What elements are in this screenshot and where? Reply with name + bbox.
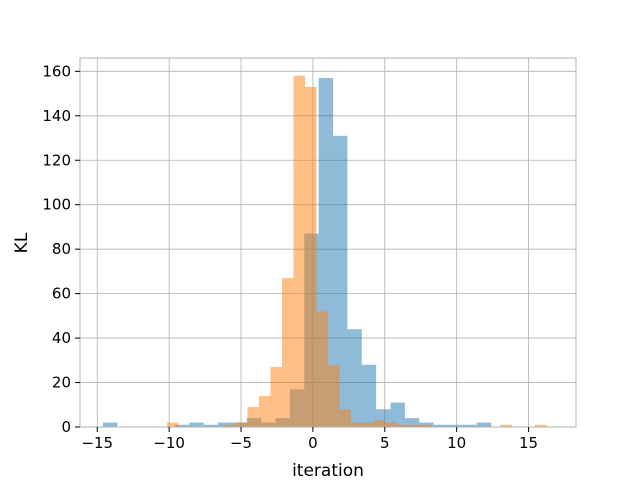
- histogram-bar-series-2: [408, 424, 421, 427]
- y-tick-label: 140: [42, 107, 71, 125]
- histogram-bar-series-2: [316, 311, 328, 427]
- y-tick-label: 80: [52, 240, 71, 258]
- histogram-bar-series-2: [258, 395, 271, 427]
- histogram-bar-series-2: [339, 409, 352, 427]
- histogram-bar-series-2: [385, 422, 398, 427]
- histogram-bar-series-2: [235, 422, 248, 427]
- histogram-bar-series-2: [535, 424, 547, 427]
- histogram-bar-series-1: [404, 418, 420, 427]
- histogram-bar-series-2: [270, 366, 282, 427]
- histogram-bars: [103, 75, 547, 428]
- y-tick-label: 120: [42, 151, 71, 169]
- x-tick-label: 10: [447, 434, 466, 452]
- histogram-bar-series-2: [281, 278, 294, 427]
- histogram-bar-series-2: [247, 406, 259, 427]
- y-tick-label: 40: [52, 329, 71, 347]
- histogram-bar-series-1: [174, 424, 190, 427]
- histogram-bar-series-2: [293, 75, 305, 427]
- histogram-bar-series-2: [328, 364, 340, 427]
- histogram-bar-series-2: [304, 86, 317, 428]
- x-tick-label: −5: [230, 434, 252, 452]
- histogram-bar-series-1: [361, 364, 377, 427]
- y-tick-label: 160: [42, 62, 71, 80]
- histogram-bar-series-1: [189, 422, 204, 427]
- x-tick-label: −15: [81, 434, 113, 452]
- y-axis-ticks: 0 20 40 60 80 100 120 140 160: [42, 62, 80, 436]
- histogram-bar-series-1: [476, 422, 492, 427]
- histogram-bar-series-2: [397, 424, 409, 427]
- x-tick-label: 5: [380, 434, 390, 452]
- y-tick-label: 0: [61, 418, 71, 436]
- x-tick-label: 0: [308, 434, 318, 452]
- histogram-bar-series-2: [351, 422, 363, 427]
- y-tick-label: 100: [42, 196, 71, 214]
- histogram-bar-series-1: [103, 422, 118, 427]
- x-axis-ticks: −15 −10 −5 0 5 10 15: [81, 427, 538, 452]
- x-axis-label: iteration: [292, 461, 364, 480]
- plot-frame: [79, 57, 577, 428]
- histogram-bar-series-1: [448, 424, 463, 427]
- histogram-bar-series-1: [462, 424, 477, 427]
- histogram-bar-series-2: [224, 424, 236, 427]
- y-tick-label: 60: [52, 285, 71, 303]
- histogram-bar-series-1: [333, 135, 348, 427]
- histogram-bar-series-1: [390, 402, 405, 427]
- histogram-bar-series-2: [420, 424, 432, 427]
- x-tick-label: −10: [153, 434, 185, 452]
- histogram-bar-series-2: [166, 422, 179, 427]
- histogram-bar-series-2: [374, 420, 386, 427]
- histogram-bar-series-1: [203, 424, 219, 427]
- histogram-bar-series-2: [500, 424, 513, 427]
- x-tick-label: 15: [519, 434, 538, 452]
- histogram-bar-series-2: [362, 422, 375, 427]
- histogram-bar-series-1: [347, 329, 362, 427]
- y-axis-label: KL: [12, 232, 32, 253]
- y-tick-label: 20: [52, 374, 71, 392]
- histogram-bar-series-1: [433, 424, 449, 427]
